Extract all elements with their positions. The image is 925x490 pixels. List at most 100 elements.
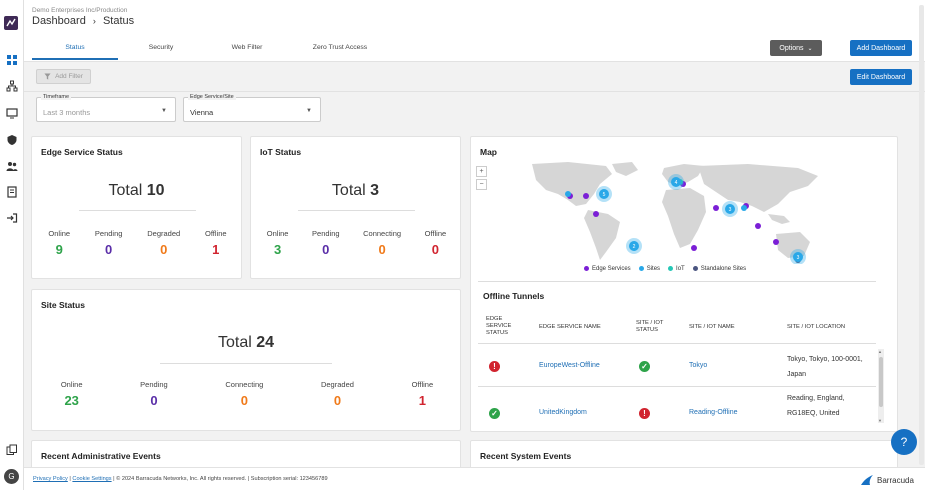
edge-site-select[interactable]: Edge Service/Site Vienna ▼ bbox=[183, 94, 321, 122]
timeframe-label: Timeframe bbox=[41, 94, 72, 100]
footer: Privacy Policy | Cookie Settings | © 202… bbox=[24, 467, 925, 490]
card-title: Site Status bbox=[41, 300, 85, 310]
network-icon[interactable] bbox=[6, 80, 18, 92]
th-edge-status: EDGE SERVICE STATUS bbox=[486, 316, 512, 336]
breadcrumb-status: Status bbox=[102, 15, 135, 27]
recent-system-events-card: Recent System Events bbox=[470, 440, 898, 470]
breadcrumb: Dashboard › Status bbox=[32, 15, 134, 27]
cluster-count: 3 bbox=[797, 255, 800, 261]
stat-offline: Offline 1 bbox=[411, 380, 434, 408]
site-status-card: Site Status Total 24 Online 23 Pending 0 C… bbox=[31, 289, 461, 431]
chevron-down-icon: ⌄ bbox=[807, 45, 813, 52]
tab-status[interactable]: Status bbox=[32, 44, 118, 60]
stat-connecting: Connecting 0 bbox=[225, 380, 264, 408]
timeframe-select[interactable]: Timeframe Last 3 months ▼ bbox=[36, 94, 176, 122]
cluster-marker[interactable] bbox=[671, 177, 681, 187]
error-icon: ! bbox=[639, 408, 650, 419]
breadcrumb-separator: › bbox=[92, 16, 96, 26]
breadcrumb-dashboard[interactable]: Dashboard bbox=[32, 15, 86, 27]
dashboard-icon[interactable] bbox=[6, 54, 18, 66]
dot-icon bbox=[692, 266, 698, 271]
tab-security[interactable]: Security bbox=[148, 44, 174, 51]
help-button[interactable]: ? bbox=[891, 429, 917, 455]
stat-pending: Pending 0 bbox=[94, 229, 123, 257]
privacy-policy-link[interactable]: Privacy Policy bbox=[33, 476, 68, 482]
tab-zero-trust-access[interactable]: Zero Trust Access bbox=[312, 44, 368, 51]
scroll-down-icon[interactable]: ▼ bbox=[878, 418, 882, 423]
site-name-link[interactable]: Tokyo bbox=[689, 362, 708, 369]
cluster-marker[interactable] bbox=[793, 252, 803, 262]
stat-offline: Offline 1 bbox=[205, 229, 227, 257]
cluster-marker[interactable] bbox=[599, 189, 609, 199]
table-scrollbar[interactable]: ▲ ▼ bbox=[878, 349, 884, 423]
copy-icon[interactable] bbox=[6, 444, 18, 456]
user-avatar[interactable]: G bbox=[4, 469, 19, 484]
card-title: Map bbox=[480, 147, 497, 157]
cluster-count: 5 bbox=[603, 192, 606, 198]
timeframe-value: Last 3 months bbox=[43, 108, 91, 117]
cluster-count: 2 bbox=[633, 244, 636, 250]
map-marker[interactable] bbox=[755, 223, 761, 229]
map-marker[interactable] bbox=[583, 193, 589, 199]
iot-stats: Online 3 Pending 0 Connecting 0 Offline 0 bbox=[255, 229, 458, 257]
stat-offline: Offline 0 bbox=[424, 229, 447, 257]
edge-name-link[interactable]: UnitedKingdom bbox=[539, 409, 587, 416]
th-site-name: SITE / IOT NAME bbox=[689, 324, 735, 330]
stat-pending: Pending 0 bbox=[140, 380, 168, 408]
app-logo-icon[interactable] bbox=[4, 16, 18, 30]
world-map[interactable]: 5 4 2 3 3 bbox=[528, 160, 828, 264]
footer-sep: | bbox=[69, 476, 73, 482]
dot-icon bbox=[638, 266, 644, 271]
zoom-in-button[interactable]: + bbox=[476, 166, 487, 177]
edge-stats: Online 9 Pending 0 Degraded 0 Offline 1 bbox=[36, 229, 239, 257]
th-site-status: SITE / IOT STATUS bbox=[636, 320, 664, 333]
cluster-marker[interactable] bbox=[725, 204, 735, 214]
dashboard-tabs: Status Security Web Filter Zero Trust Ac… bbox=[32, 44, 390, 60]
error-icon: ! bbox=[489, 361, 500, 372]
cluster-count: 3 bbox=[729, 207, 732, 213]
site-location: Tokyo, Tokyo, 100-0001, Japan bbox=[787, 356, 863, 378]
map-marker[interactable] bbox=[565, 191, 571, 197]
zoom-out-button[interactable]: − bbox=[476, 179, 487, 190]
site-name-link[interactable]: Reading-Offline bbox=[689, 409, 738, 416]
options-label: Options bbox=[779, 44, 804, 52]
chevron-down-icon: ▼ bbox=[306, 108, 312, 114]
chevron-down-icon: ▼ bbox=[161, 108, 167, 114]
card-title: IoT Status bbox=[260, 147, 302, 157]
tab-web-filter[interactable]: Web Filter bbox=[231, 44, 263, 51]
scrollbar-thumb[interactable] bbox=[879, 357, 883, 407]
site-location: Reading, England, RG18EQ, United bbox=[787, 395, 845, 417]
dot-icon bbox=[668, 266, 674, 271]
access-icon[interactable] bbox=[6, 212, 18, 224]
stat-degraded: Degraded 0 bbox=[147, 229, 181, 257]
dot-icon bbox=[584, 266, 589, 271]
users-icon[interactable] bbox=[6, 160, 18, 172]
monitor-icon[interactable] bbox=[6, 107, 18, 119]
scroll-up-icon[interactable]: ▲ bbox=[878, 349, 882, 354]
filter-icon bbox=[44, 73, 51, 80]
map-legend: Edge Services Sites IoT Standalone Sites bbox=[584, 266, 746, 272]
card-title: Edge Service Status bbox=[41, 147, 123, 157]
edge-site-label: Edge Service/Site bbox=[188, 94, 236, 100]
page-scrollbar[interactable] bbox=[919, 5, 924, 465]
map-marker[interactable] bbox=[773, 239, 779, 245]
edge-name-link[interactable]: EuropeWest-Offline bbox=[539, 362, 600, 369]
edge-total: Total 10 bbox=[108, 182, 165, 199]
cluster-marker[interactable] bbox=[629, 241, 639, 251]
help-icon: ? bbox=[900, 435, 908, 449]
map-marker[interactable] bbox=[593, 211, 599, 217]
map-marker[interactable] bbox=[741, 205, 747, 211]
cookie-settings-link[interactable]: Cookie Settings bbox=[72, 476, 112, 482]
legend-edge-services: Edge Services bbox=[584, 266, 631, 272]
reports-icon[interactable] bbox=[6, 186, 18, 198]
map-marker[interactable] bbox=[691, 245, 697, 251]
shield-icon[interactable] bbox=[6, 134, 18, 146]
options-button[interactable]: Options ⌄ bbox=[770, 40, 822, 56]
barracuda-fin-icon bbox=[861, 475, 873, 485]
add-dashboard-button[interactable]: Add Dashboard bbox=[850, 40, 912, 56]
legend-standalone-sites: Standalone Sites bbox=[692, 266, 746, 272]
add-filter-button[interactable]: Add Filter bbox=[36, 69, 91, 84]
card-title: Recent Administrative Events bbox=[41, 451, 161, 461]
map-marker[interactable] bbox=[713, 205, 719, 211]
edit-dashboard-button[interactable]: Edit Dashboard bbox=[850, 69, 912, 85]
